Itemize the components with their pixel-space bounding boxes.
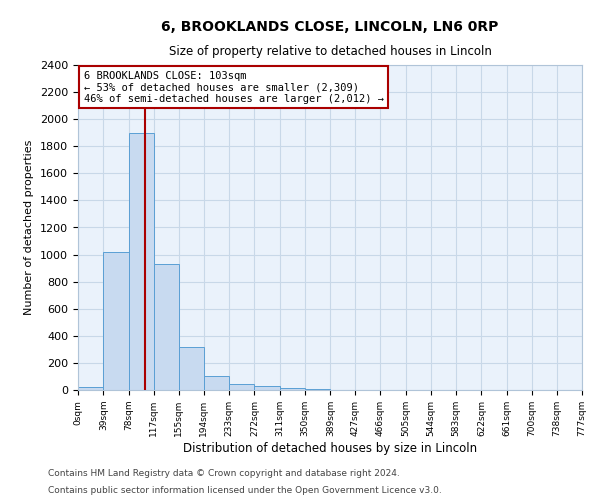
Bar	[204, 376, 229, 390]
Bar	[128, 132, 154, 390]
Bar	[229, 384, 254, 390]
Text: 6, BROOKLANDS CLOSE, LINCOLN, LN6 0RP: 6, BROOKLANDS CLOSE, LINCOLN, LN6 0RP	[161, 20, 499, 34]
Text: 6 BROOKLANDS CLOSE: 103sqm
← 53% of detached houses are smaller (2,309)
46% of s: 6 BROOKLANDS CLOSE: 103sqm ← 53% of deta…	[83, 70, 383, 104]
Y-axis label: Number of detached properties: Number of detached properties	[25, 140, 34, 315]
Text: Size of property relative to detached houses in Lincoln: Size of property relative to detached ho…	[169, 45, 491, 58]
Text: Contains public sector information licensed under the Open Government Licence v3: Contains public sector information licen…	[48, 486, 442, 495]
Bar	[280, 388, 305, 390]
Bar	[254, 386, 280, 390]
X-axis label: Distribution of detached houses by size in Lincoln: Distribution of detached houses by size …	[183, 442, 477, 454]
Bar	[103, 252, 128, 390]
Text: Contains HM Land Registry data © Crown copyright and database right 2024.: Contains HM Land Registry data © Crown c…	[48, 468, 400, 477]
Bar	[179, 346, 204, 390]
Bar	[154, 264, 179, 390]
Bar	[78, 388, 103, 390]
